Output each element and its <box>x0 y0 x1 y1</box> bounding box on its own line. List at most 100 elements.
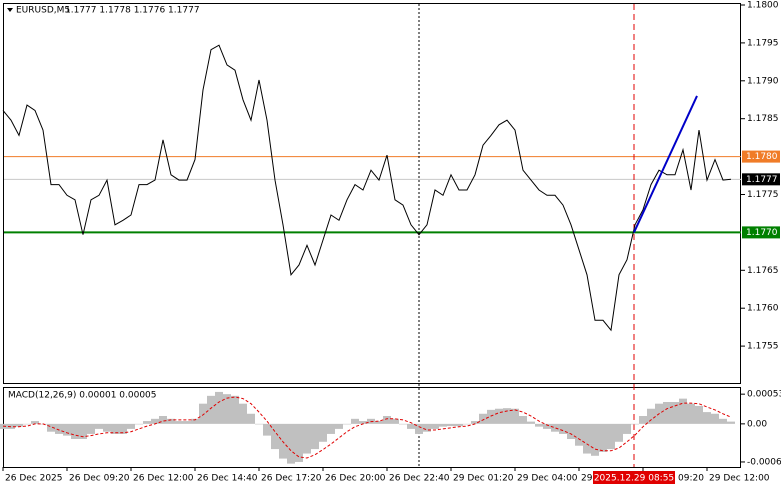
macd-bar <box>615 423 623 442</box>
macd-bar <box>679 398 687 424</box>
macd-bar <box>295 423 303 462</box>
y-tick-label: 0.00 <box>747 419 767 429</box>
price-line <box>2 44 732 332</box>
macd-bar <box>135 423 143 425</box>
macd-bar <box>327 423 335 434</box>
macd-bar <box>591 423 599 456</box>
macd-bar <box>47 423 55 432</box>
macd-bar <box>439 423 447 427</box>
macd-bar <box>423 423 431 432</box>
x-tick-label: 26 Dec 22:40 <box>389 474 450 484</box>
macd-bar <box>631 423 639 425</box>
macd-bar <box>415 423 423 434</box>
macd-bar <box>95 423 103 429</box>
macd-bar <box>159 416 167 424</box>
macd-bar <box>599 423 607 452</box>
macd-bar <box>111 423 119 434</box>
y-tick-label: 1.1790 <box>747 76 779 86</box>
macd-bar <box>271 423 279 450</box>
y-tick-label: 1.1785 <box>747 114 779 124</box>
macd-bar <box>479 413 487 424</box>
macd-bar <box>519 416 527 424</box>
macd-bar <box>175 421 183 424</box>
macd-bar <box>343 423 351 425</box>
macd-bar <box>287 423 295 464</box>
macd-bar <box>487 409 495 424</box>
last-price-label: 1.1777 <box>746 175 778 185</box>
macd-bar <box>167 418 175 424</box>
macd-bar <box>607 423 615 450</box>
time-box <box>593 471 675 484</box>
macd-bar <box>127 423 135 429</box>
y-tick-label: 1.1760 <box>747 304 779 314</box>
macd-bar <box>407 423 415 429</box>
symbol-title: EURUSD,M5 <box>16 6 70 16</box>
x-tick-label: 29 Dec 04:00 <box>517 474 578 484</box>
macd-bar <box>551 423 559 432</box>
macd-bar <box>575 423 583 446</box>
y-tick-label: 1.1775 <box>747 190 779 200</box>
macd-bar <box>87 423 95 434</box>
macd-bar <box>263 423 271 436</box>
macd-bar <box>359 421 367 424</box>
level-label: 1.1770 <box>746 228 778 238</box>
macd-bar <box>103 423 111 432</box>
level-box <box>742 226 780 239</box>
macd-bar <box>535 423 543 427</box>
y-tick-label: 1.1795 <box>747 38 779 48</box>
menu-triangle <box>7 8 13 12</box>
macd-bar <box>199 403 207 424</box>
macd-bar <box>239 403 247 424</box>
macd-bar <box>455 423 463 427</box>
macd-bar <box>719 418 727 424</box>
y-tick-label: -0.00068 <box>747 457 781 467</box>
macd-bar <box>495 408 503 424</box>
macd-bar <box>63 423 71 436</box>
x-tick-label: 26 Dec 17:20 <box>261 474 322 484</box>
last-price-box <box>742 173 780 186</box>
macd-bar <box>447 423 455 427</box>
macd-bar <box>583 423 591 454</box>
macd-bar <box>231 395 239 424</box>
macd-bar <box>431 423 439 429</box>
macd-bar <box>151 418 159 424</box>
ohlc: 1.1777 1.1778 1.1776 1.1777 <box>65 6 200 16</box>
macd-bar <box>383 416 391 424</box>
macd-bar <box>703 412 711 424</box>
macd-bar <box>695 405 703 424</box>
level-box <box>742 150 780 163</box>
macd-bar <box>663 402 671 424</box>
macd-bar <box>391 418 399 424</box>
y-tick-label: 1.1765 <box>747 266 779 276</box>
macd-bar <box>687 403 695 424</box>
macd-bar <box>223 394 231 424</box>
macd-bar <box>711 413 719 424</box>
macd-bar <box>463 423 471 425</box>
macd-bar <box>375 421 383 424</box>
time-label: 2025.12.29 08:55 <box>594 474 674 484</box>
macd-bar <box>215 391 223 424</box>
signal-line <box>2 396 732 459</box>
macd-bar <box>623 423 631 434</box>
macd-bar <box>207 395 215 424</box>
macd-bar <box>191 418 199 424</box>
macd-bar <box>55 423 63 434</box>
macd-bar <box>119 423 127 434</box>
macd-bar <box>567 423 575 439</box>
x-tick-label: 09:20 <box>678 474 704 484</box>
macd-bar <box>671 402 679 424</box>
macd-bar <box>255 423 263 425</box>
macd-bar <box>311 423 319 450</box>
x-tick-label: 26 Dec 12:00 <box>133 474 194 484</box>
macd-bar <box>335 423 343 429</box>
level-label: 1.1780 <box>746 152 778 162</box>
macd-bar <box>183 421 191 424</box>
macd-bar <box>23 423 31 425</box>
macd-title: MACD(12,26,9) 0.00001 0.00005 <box>8 391 157 401</box>
macd-bar <box>503 408 511 424</box>
x-tick-label: 26 Dec 09:20 <box>69 474 130 484</box>
trend-line <box>633 95 698 233</box>
macd-bar <box>79 423 87 439</box>
